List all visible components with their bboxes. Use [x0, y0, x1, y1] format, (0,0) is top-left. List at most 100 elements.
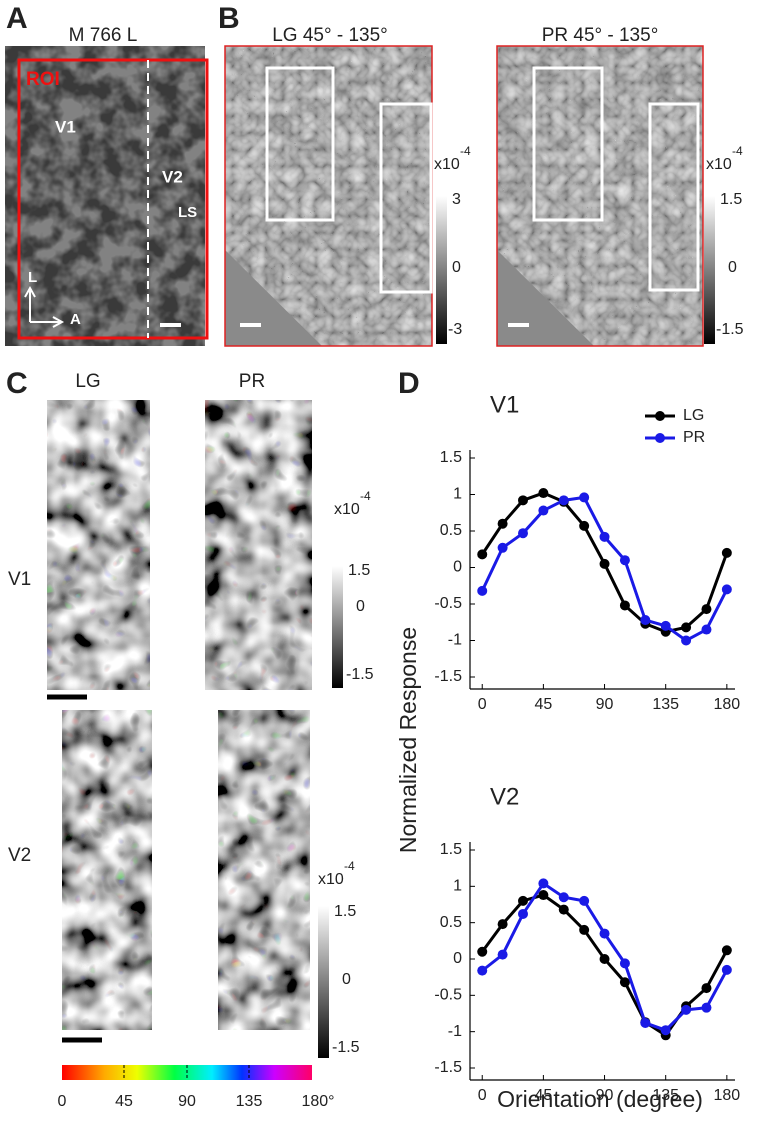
colorbar-tick: 90: [178, 1093, 196, 1110]
colorbar-tick: -1.5: [332, 1039, 360, 1056]
area-label: V1: [55, 117, 76, 136]
column-label: PR: [239, 371, 265, 392]
colorbar-tick: -1.5: [716, 321, 744, 338]
roi-box: [17, 58, 209, 340]
data-point: [619, 600, 630, 611]
area-label: V2: [162, 167, 183, 186]
colorbar-scale: x10: [318, 871, 344, 888]
chart-title: V1: [490, 391, 519, 418]
colorbar-tick: 0: [342, 971, 351, 988]
colorbar-tick: -1.5: [346, 666, 374, 683]
colorbar-power: -4: [344, 859, 355, 873]
x-tick-label: 135: [652, 1087, 679, 1104]
x-tick-label: 90: [596, 1087, 614, 1104]
colorbar: [704, 196, 715, 344]
data-point: [497, 949, 508, 960]
x-tick-label: 135: [652, 696, 679, 713]
chart-title: V2: [490, 783, 519, 810]
data-point: [538, 505, 549, 516]
contour-overlay: [62, 710, 152, 1030]
data-point: [538, 488, 549, 499]
map-border: [496, 45, 704, 347]
panel-label: C: [6, 367, 28, 400]
y-tick-label: -1: [448, 632, 462, 649]
colorbar-tick: 45: [115, 1093, 133, 1110]
panel-title: LG 45° - 135°: [272, 25, 388, 46]
contour-overlay: [218, 710, 310, 1030]
data-point: [579, 520, 590, 531]
colorbar-power: -4: [732, 144, 743, 158]
y-tick-label: -1.5: [434, 1059, 462, 1076]
y-tick-label: 1: [453, 486, 462, 503]
y-tick-label: 1: [453, 878, 462, 895]
panel-label: A: [6, 2, 28, 35]
mask: [497, 250, 594, 346]
colorbar-tick: 1.5: [720, 191, 742, 208]
data-point: [599, 928, 610, 939]
contour-maps: [47, 400, 312, 1030]
data-point: [518, 895, 528, 906]
data-point: [477, 965, 488, 976]
data-point: [721, 584, 732, 595]
colorbar-power: -4: [360, 489, 371, 503]
roi-label: ROI: [26, 69, 60, 90]
legend-label: PR: [683, 429, 705, 446]
x-axis-label: Orientation (degree): [497, 1086, 703, 1112]
data-point: [538, 878, 549, 889]
y-tick-label: 1.5: [440, 841, 462, 858]
data-point: [701, 1002, 712, 1013]
data-point: [558, 904, 569, 915]
colorbar: [436, 196, 447, 344]
y-tick-label: 0: [453, 559, 462, 576]
y-tick-label: 0.5: [440, 522, 462, 539]
contour-overlay: [205, 400, 312, 690]
colorbar-scale: x10: [434, 156, 460, 173]
colorbar-scale: x10: [706, 156, 732, 173]
x-tick-label: 0: [478, 1087, 487, 1104]
colorbar-tick: 1.5: [334, 903, 356, 920]
colorbar-tick: 0: [58, 1093, 67, 1110]
legend-marker: [655, 411, 665, 421]
data-point: [619, 555, 630, 566]
data-point: [721, 547, 732, 558]
column-label: LG: [75, 371, 100, 392]
colorbar: [318, 906, 329, 1058]
data-point: [660, 1025, 671, 1036]
data-point: [599, 531, 610, 542]
legend-label: LG: [683, 407, 704, 424]
colorbar-dividers: [123, 1065, 250, 1080]
data-point: [681, 622, 692, 633]
data-point: [497, 518, 508, 529]
y-tick-label: 0: [453, 950, 462, 967]
panel-label: D: [398, 367, 420, 400]
colorbar-tick: 0: [452, 259, 461, 276]
panel-label: B: [218, 2, 240, 35]
data-point: [477, 585, 488, 596]
colorbar-tick: 135: [236, 1093, 263, 1110]
x-tick-label: 180: [713, 696, 740, 713]
row-label: V2: [8, 845, 31, 866]
colorbar-tick: 0: [728, 259, 737, 276]
colorbar-power: -4: [460, 144, 471, 158]
data-point: [518, 528, 528, 539]
data-point: [579, 895, 590, 906]
series-line: [480, 495, 729, 643]
data-point: [579, 924, 590, 935]
region-box: [532, 66, 604, 222]
colorbar-tick: 1.5: [348, 562, 370, 579]
data-point: [579, 492, 590, 503]
data-point: [599, 954, 610, 964]
orientation-arrows: [24, 285, 65, 328]
region-box: [265, 66, 335, 222]
data-point: [518, 908, 528, 919]
region-box: [648, 102, 700, 292]
region-box: [379, 102, 433, 294]
x-tick-label: 180: [713, 1087, 740, 1104]
data-point: [518, 495, 528, 506]
data-point: [477, 549, 488, 560]
data-point: [721, 964, 732, 975]
data-point: [497, 542, 508, 553]
x-tick-label: 90: [596, 696, 614, 713]
